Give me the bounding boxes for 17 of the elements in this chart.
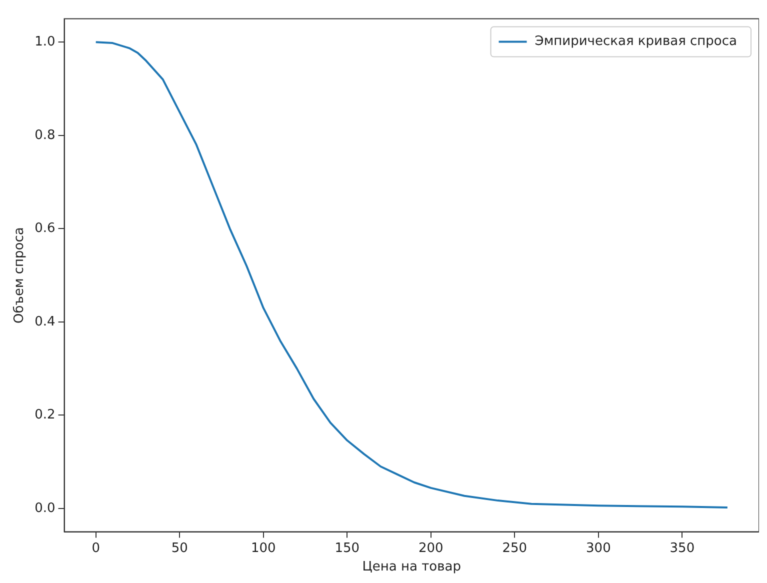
y-tick-label: 1.0	[34, 34, 56, 50]
x-tick-label: 300	[586, 540, 611, 556]
y-tick-label: 0.6	[34, 221, 56, 236]
x-tick-label: 350	[670, 540, 695, 556]
legend-label: Эмпирическая кривая спроса	[534, 34, 738, 50]
x-tick-label: 250	[502, 540, 528, 556]
x-tick-label: 150	[334, 540, 360, 556]
y-tick-label: 0.4	[34, 314, 56, 330]
x-tick-label: 100	[250, 540, 276, 556]
y-tick-label: 0.0	[34, 500, 56, 516]
y-tick-label: 0.8	[34, 128, 56, 143]
x-axis-title: Цена на товар	[362, 560, 461, 575]
y-axis-title: Объем спроса	[12, 227, 28, 324]
x-tick-label: 0	[92, 540, 100, 556]
x-tick-label: 50	[171, 540, 188, 556]
x-tick-label: 200	[418, 540, 444, 556]
y-tick-label: 0.2	[34, 408, 56, 423]
